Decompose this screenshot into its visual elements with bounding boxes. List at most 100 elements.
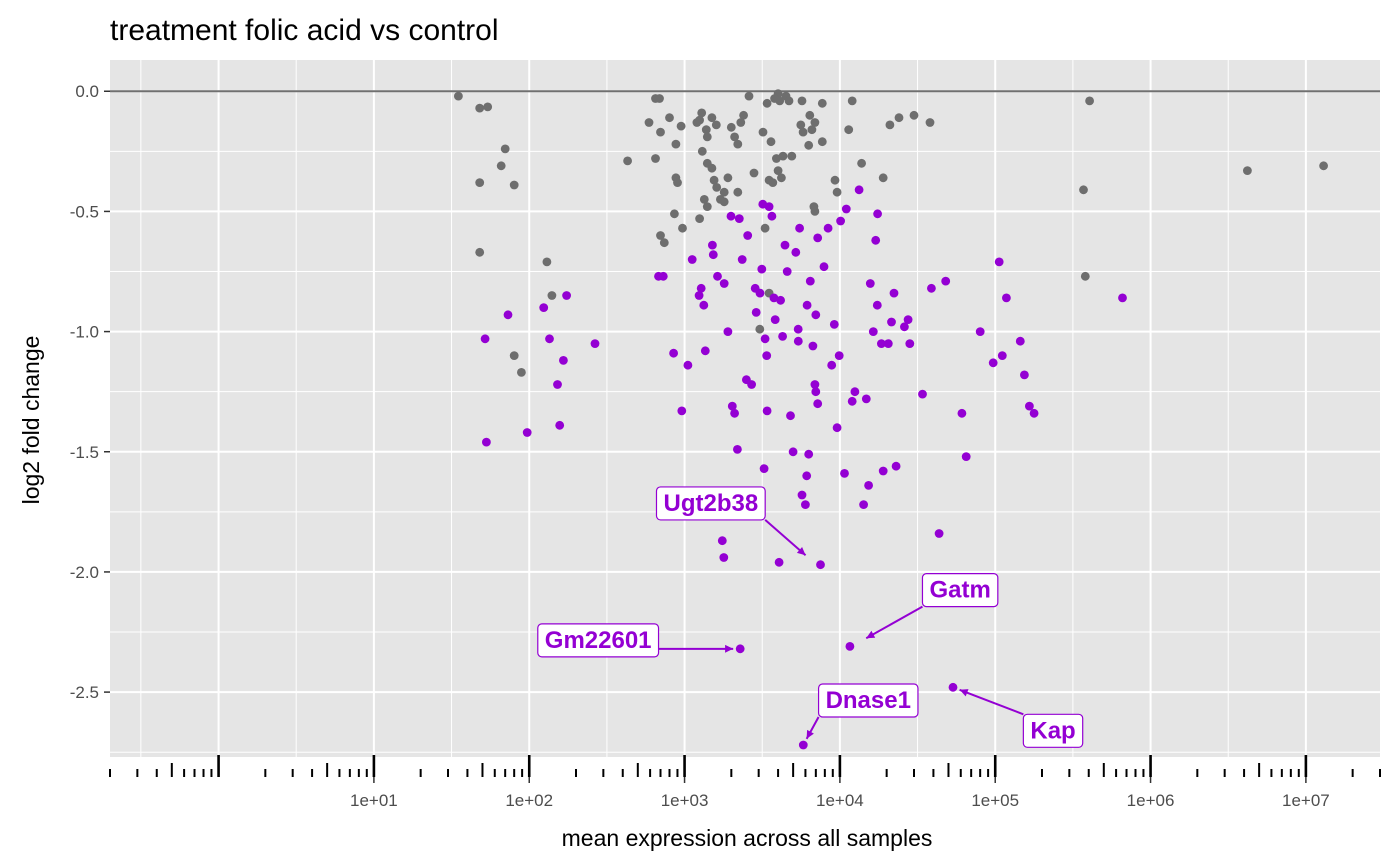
not-significant-points [454,89,1328,377]
not-significant-point [547,291,557,300]
not-significant-point [719,197,729,207]
plot-panel [110,60,1380,757]
not-significant-point [760,223,770,233]
significant-point [696,283,706,293]
not-significant-point [1319,161,1328,171]
not-significant-point [644,118,654,127]
not-significant-point [817,137,827,147]
not-significant-point [509,351,519,360]
significant-point [726,211,736,221]
significant-point [918,389,927,399]
significant-point [694,291,704,300]
significant-point [793,324,803,334]
not-significant-point [762,98,772,108]
significant-point [997,351,1007,360]
significant-point [590,339,600,348]
significant-point [868,327,878,336]
not-significant-point [656,231,665,240]
not-significant-point [475,178,485,188]
significant-point [1002,293,1011,303]
significant-point [755,288,765,298]
significant-point [797,490,807,500]
not-significant-point [832,187,842,197]
not-significant-point [925,118,935,127]
annotation-arrowhead [866,630,876,639]
significant-point [730,408,739,418]
not-significant-point [695,115,704,125]
annotation-gm22601: Gm22601 [537,623,734,658]
significant-point [804,449,814,459]
significant-point [813,233,823,243]
significant-point [737,255,747,264]
significant-point [841,204,851,214]
significant-point [975,327,985,336]
annotation-label: Dnase1 [826,687,911,714]
significant-point [562,291,571,300]
not-significant-point [670,209,679,219]
significant-point [1029,408,1039,418]
not-significant-point [805,110,815,120]
significant-point [948,682,958,692]
not-significant-point [719,187,729,197]
annotation-arrow [865,605,923,640]
annotation-label: Kap [1030,717,1075,744]
not-significant-point [784,96,794,106]
significant-point [994,257,1004,267]
not-significant-point [1085,96,1094,106]
chart-title: treatment folic acid vs control [110,14,499,47]
annotation-kap: Kap [959,688,1084,748]
significant-point [683,360,693,370]
significant-point [713,271,722,281]
not-significant-point [475,103,485,113]
annotation-box [921,573,999,608]
y-axis-title: log2 fold change [18,336,44,505]
significant-point [769,293,779,303]
not-significant-point [483,102,493,112]
annotation-box [655,486,766,521]
significant-point [941,276,951,286]
not-significant-point [766,137,776,147]
not-significant-point [772,154,781,163]
significant-point [927,283,936,293]
not-significant-point [739,110,748,120]
x-tick-label: 1e+07 [1282,791,1330,810]
significant-point [813,399,823,409]
annotation-arrow [959,688,1024,716]
not-significant-point [797,96,807,106]
significant-point [816,560,825,570]
significant-point [687,255,697,264]
significant-point [791,247,801,257]
significant-point [762,351,772,360]
not-significant-point [1079,185,1088,195]
significant-point [957,408,967,418]
significant-point [717,536,727,546]
significant-point [759,464,769,473]
significant-point [865,279,875,288]
significant-point [889,288,899,298]
not-significant-point [909,110,919,120]
x-tick-label: 1e+05 [971,791,1019,810]
not-significant-point [702,132,712,142]
annotation-gatm: Gatm [865,573,999,640]
x-tick-label: 1e+04 [816,791,864,810]
not-significant-point [1080,271,1090,281]
x-tick-label: 1e+02 [505,791,553,810]
significant-point [1015,336,1025,346]
significant-point [700,346,710,356]
not-significant-point [697,146,707,156]
not-significant-point [778,151,788,161]
not-significant-point [707,113,717,123]
significant-point [1025,401,1034,411]
not-significant-point [702,202,712,212]
not-significant-point [726,122,736,132]
significant-point [658,271,668,281]
significant-point [764,202,774,212]
not-significant-point [810,118,820,127]
significant-point [723,327,733,336]
not-significant-point [701,125,711,135]
not-significant-point [723,173,733,183]
not-significant-point [517,368,526,377]
significant-point [802,300,812,310]
significant-point [735,644,745,654]
